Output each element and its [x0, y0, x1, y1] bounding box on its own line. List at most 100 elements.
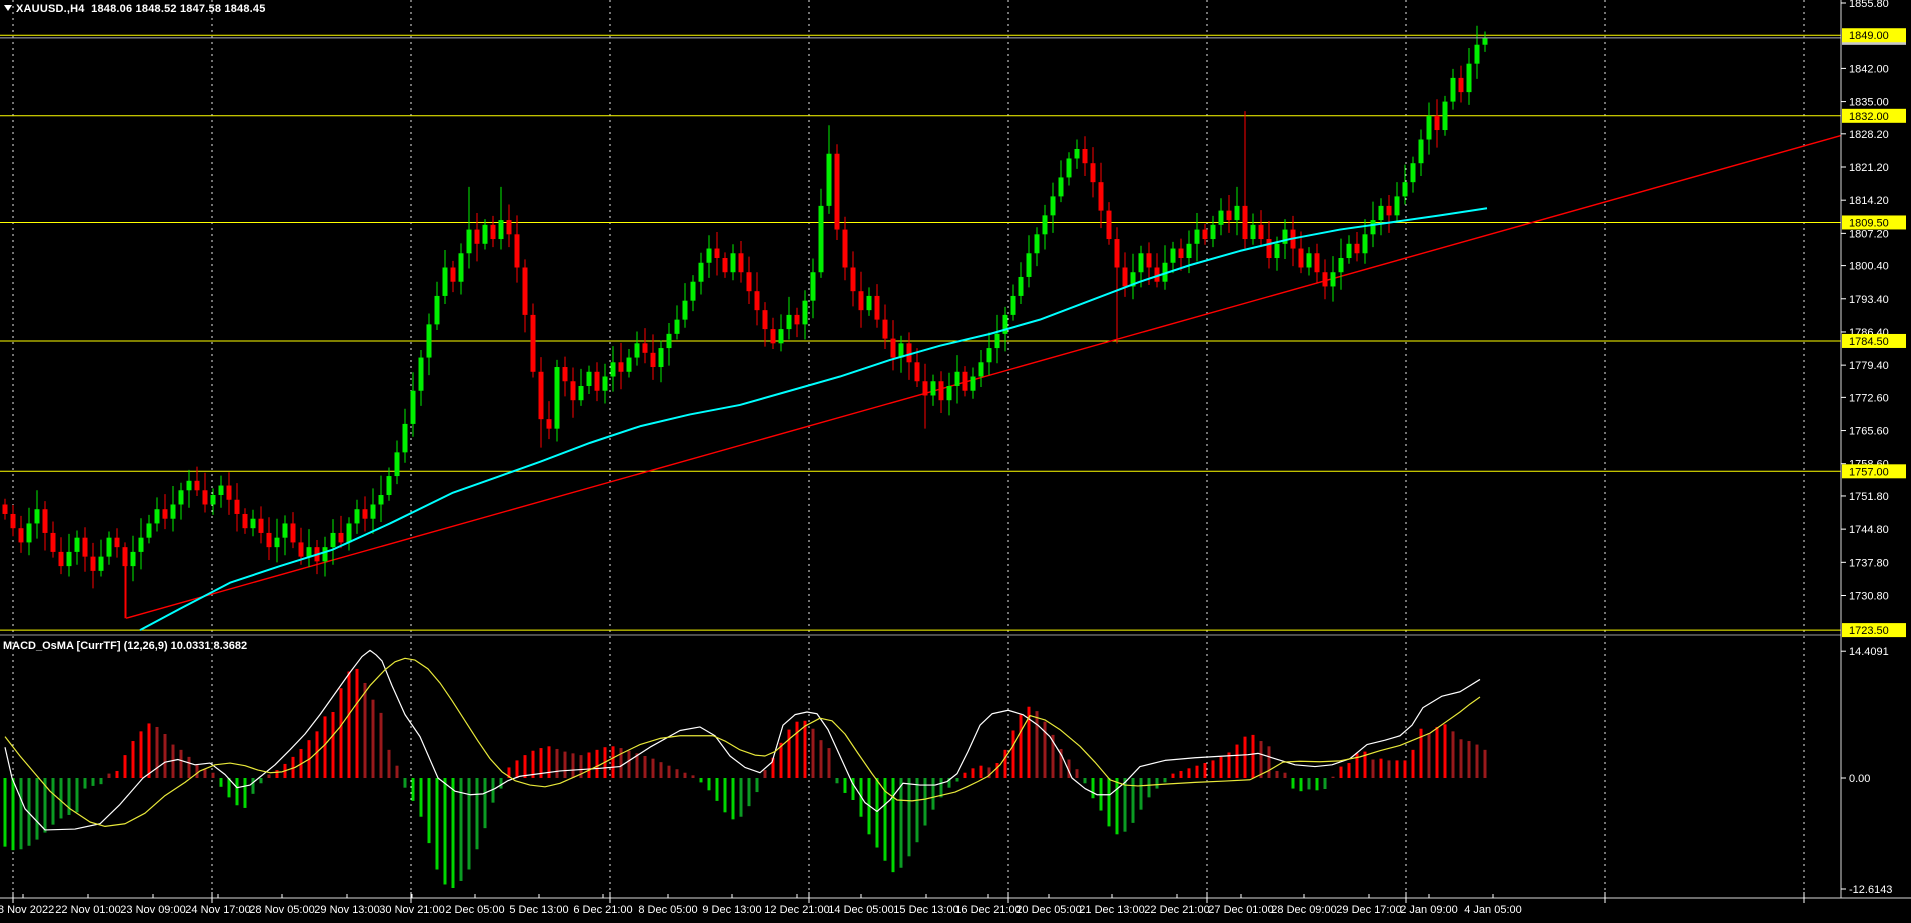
candle[interactable] — [330, 532, 336, 548]
candle[interactable] — [258, 518, 264, 533]
candle[interactable] — [514, 234, 520, 268]
candle[interactable] — [1226, 210, 1232, 221]
level-price-badge[interactable] — [1842, 28, 1906, 43]
candle[interactable] — [890, 338, 896, 358]
candle[interactable] — [354, 509, 360, 524]
candle[interactable] — [1042, 215, 1048, 235]
moving-average-line[interactable] — [139, 207, 1488, 631]
candle[interactable] — [122, 547, 128, 567]
candle[interactable] — [530, 314, 536, 372]
candle[interactable] — [802, 300, 808, 325]
candle[interactable] — [1146, 253, 1152, 268]
candle[interactable] — [1018, 276, 1024, 296]
candle[interactable] — [1130, 272, 1136, 287]
candle[interactable] — [210, 495, 216, 505]
candle[interactable] — [234, 499, 240, 514]
candle[interactable] — [1058, 177, 1064, 197]
candle[interactable] — [642, 343, 648, 353]
candle[interactable] — [402, 423, 408, 453]
candle[interactable] — [386, 476, 392, 496]
trendline[interactable] — [125, 115, 1911, 619]
candle[interactable] — [1202, 229, 1208, 240]
candle[interactable] — [1026, 253, 1032, 277]
candle[interactable] — [10, 513, 16, 529]
candle[interactable] — [306, 547, 312, 557]
candle[interactable] — [154, 509, 160, 524]
candle[interactable] — [866, 295, 872, 311]
candle[interactable] — [1234, 205, 1240, 221]
candle[interactable] — [842, 229, 848, 268]
candle[interactable] — [554, 367, 560, 429]
candle[interactable] — [242, 513, 248, 529]
candle[interactable] — [994, 333, 1000, 349]
candle[interactable] — [978, 362, 984, 377]
candle[interactable] — [1306, 253, 1312, 268]
candle[interactable] — [250, 518, 256, 529]
candle[interactable] — [786, 314, 792, 330]
candle[interactable] — [538, 371, 544, 420]
candle[interactable] — [1106, 210, 1112, 240]
candle[interactable] — [266, 532, 272, 548]
level-price-badge[interactable] — [1842, 108, 1906, 123]
candle[interactable] — [586, 371, 592, 386]
candle[interactable] — [746, 272, 752, 292]
candle[interactable] — [1050, 196, 1056, 216]
candle[interactable] — [578, 385, 584, 401]
candle[interactable] — [1010, 295, 1016, 315]
candle[interactable] — [1394, 196, 1400, 216]
candle[interactable] — [986, 348, 992, 363]
candle[interactable] — [370, 504, 376, 519]
candle[interactable] — [1194, 229, 1200, 244]
candle[interactable] — [834, 153, 840, 230]
candle[interactable] — [1066, 158, 1072, 178]
candle[interactable] — [1002, 314, 1008, 334]
candle[interactable] — [826, 153, 832, 206]
candle[interactable] — [754, 291, 760, 311]
candle[interactable] — [458, 253, 464, 282]
candle[interactable] — [362, 509, 368, 519]
candle[interactable] — [626, 357, 632, 372]
candle[interactable] — [602, 376, 608, 391]
candle[interactable] — [274, 537, 280, 548]
candle[interactable] — [1418, 139, 1424, 164]
candle[interactable] — [34, 509, 40, 524]
candle[interactable] — [346, 523, 352, 543]
candle[interactable] — [1242, 205, 1248, 240]
candle[interactable] — [146, 523, 152, 538]
candle[interactable] — [1362, 234, 1368, 254]
candle[interactable] — [1178, 248, 1184, 259]
candle[interactable] — [186, 480, 192, 491]
candle[interactable] — [594, 371, 600, 391]
candle[interactable] — [26, 523, 32, 543]
candle[interactable] — [1258, 224, 1264, 240]
candle[interactable] — [882, 319, 888, 339]
candle[interactable] — [130, 551, 136, 567]
candle[interactable] — [714, 248, 720, 259]
candle[interactable] — [82, 537, 88, 557]
candle[interactable] — [1474, 44, 1480, 64]
candle[interactable] — [1346, 243, 1352, 259]
candle[interactable] — [690, 281, 696, 301]
candle[interactable] — [1098, 182, 1104, 211]
candle[interactable] — [1354, 243, 1360, 254]
candle[interactable] — [778, 329, 784, 344]
candle[interactable] — [58, 551, 64, 567]
candle[interactable] — [1114, 239, 1120, 268]
candle[interactable] — [706, 248, 712, 263]
candle[interactable] — [962, 371, 968, 391]
symbol-dropdown-icon[interactable] — [4, 5, 12, 11]
candle[interactable] — [1170, 248, 1176, 263]
candle[interactable] — [1402, 182, 1408, 197]
candle[interactable] — [658, 348, 664, 368]
candle[interactable] — [194, 480, 200, 491]
level-price-badge[interactable] — [1842, 623, 1906, 638]
candle[interactable] — [226, 485, 232, 500]
candle[interactable] — [722, 258, 728, 273]
candle[interactable] — [418, 357, 424, 391]
candle[interactable] — [1138, 253, 1144, 273]
candle[interactable] — [730, 253, 736, 273]
candle[interactable] — [42, 509, 48, 533]
candle[interactable] — [698, 262, 704, 282]
candle[interactable] — [482, 224, 488, 244]
